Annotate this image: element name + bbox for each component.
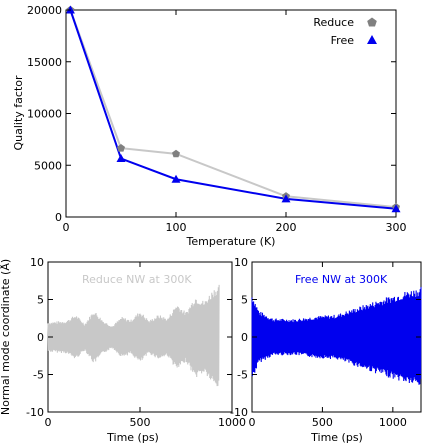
y-tick-label: 0 [37, 331, 44, 344]
quality-factor-chart: 0 100 200 300 0 5000 10000 15000 20000 Temperat… [12, 4, 407, 248]
y-tick-label: 10 [30, 256, 44, 269]
legend-pentagon-icon [367, 17, 377, 27]
x-axis-ticks: 0 500 1000 [249, 262, 407, 429]
oscillation-trace [47, 284, 220, 387]
data-point-reduce [172, 149, 180, 158]
y-tick-label: 0 [55, 211, 62, 224]
y-tick-label: -10 [230, 406, 248, 419]
y-tick-label: -5 [237, 369, 248, 382]
x-tick-label: 0 [249, 416, 256, 429]
y-tick-label: 5000 [34, 159, 62, 172]
x-axis-ticks: 0 500 1000 [45, 262, 246, 429]
legend-triangle-icon [367, 35, 377, 44]
x-tick-label: 1000 [379, 416, 407, 429]
x-tick-label: 100 [166, 221, 187, 234]
panel-annotation: Reduce NW at 300K [82, 273, 192, 286]
series-markers [65, 5, 401, 213]
x-tick-label: 500 [130, 416, 151, 429]
y-tick-label: 20000 [27, 4, 62, 17]
free-nw-chart: 0 500 1000 -10 -5 0 5 10 Free NW at 300K Time … [230, 256, 422, 444]
y-axis-ticks: 0 5000 10000 15000 20000 [27, 4, 396, 224]
x-axis-label: Temperature (K) [186, 235, 276, 248]
reduce-nw-chart: 0 500 1000 -10 -5 0 5 10 Reduce NW at 300K Tim… [0, 256, 246, 444]
y-axis-ticks: -10 -5 0 5 10 [230, 256, 421, 419]
y-axis-label: Normal mode coordinate (Å) [0, 259, 12, 415]
signal-trace [251, 287, 422, 385]
x-tick-label: 0 [63, 221, 70, 234]
panel-annotation: Free NW at 300K [295, 273, 388, 286]
y-tick-label: -5 [33, 369, 44, 382]
legend: Reduce Free [313, 16, 377, 47]
y-tick-label: 10000 [27, 108, 62, 121]
data-point-reduce [117, 144, 125, 152]
y-axis-ticks: -10 -5 0 5 10 [26, 256, 232, 419]
y-tick-label: -10 [26, 406, 44, 419]
x-axis-ticks: 0 100 200 300 [63, 10, 407, 234]
legend-label-reduce: Reduce [313, 16, 354, 29]
y-tick-label: 10 [234, 256, 248, 269]
y-axis-label: Quality factor [12, 75, 25, 151]
y-tick-label: 5 [37, 294, 44, 307]
y-tick-label: 15000 [27, 56, 62, 69]
x-tick-label: 1000 [218, 416, 246, 429]
signal-trace [47, 284, 220, 387]
oscillation-trace [251, 287, 422, 385]
x-tick-label: 500 [312, 416, 333, 429]
data-point-free [281, 194, 291, 203]
x-axis-label: Time (ps) [106, 431, 159, 444]
legend-label-free: Free [331, 34, 355, 47]
y-tick-label: 0 [241, 331, 248, 344]
x-tick-label: 0 [45, 416, 52, 429]
x-tick-label: 300 [386, 221, 407, 234]
x-axis-label: Time (ps) [310, 431, 363, 444]
y-tick-label: 5 [241, 294, 248, 307]
x-tick-label: 200 [276, 221, 297, 234]
data-point-free [171, 174, 181, 183]
data-point-free [391, 204, 401, 213]
data-point-free [116, 154, 126, 163]
